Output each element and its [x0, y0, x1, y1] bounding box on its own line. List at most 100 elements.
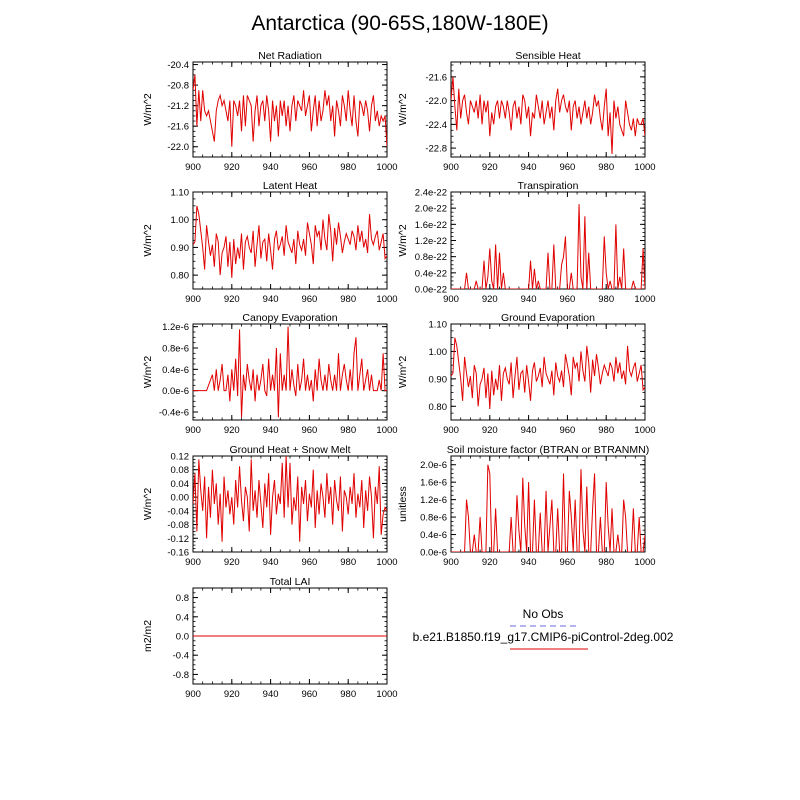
x-tick-label: 940 [263, 294, 279, 305]
series-line [451, 337, 645, 410]
y-tick-label: 0.8e-6 [420, 513, 447, 524]
y-tick-label: -21.6 [167, 122, 189, 133]
x-tick-label: 1000 [376, 294, 397, 305]
y-tick-label: 1.6e-6 [420, 478, 447, 489]
plot-frame [192, 61, 388, 158]
y-axis-label: W/m^2 [142, 356, 154, 389]
x-tick-label: 940 [263, 162, 279, 173]
panel-3: Latent Heat 900 920 940 960 980 1000 0.80 0.90 1.… [142, 180, 398, 305]
y-tick-label: -20.8 [167, 81, 189, 92]
y-tick-label: 0.0e-6 [162, 386, 189, 397]
panel-5: Canopy Evaporation 900 920 940 960 980 1000 -0.… [142, 312, 398, 436]
y-tick-label: 1.10 [171, 188, 190, 199]
y-tick-label: -21.2 [167, 101, 189, 112]
y-tick-label: 1.2e-6 [420, 495, 447, 506]
x-tick-label: 980 [340, 689, 356, 700]
y-tick-label: -22.0 [425, 96, 447, 107]
y-tick-label: 0.0 [176, 632, 189, 643]
panel-1: Net Radiation 900 920 940 960 980 1000 -20.4 -20… [142, 50, 398, 173]
x-tick-label: 920 [224, 294, 240, 305]
x-tick-label: 940 [521, 425, 537, 436]
y-tick-label: 0.4e-6 [162, 365, 189, 376]
x-tick-label: 980 [598, 162, 614, 173]
panel-title: Total LAI [270, 576, 311, 588]
y-tick-label: 2.4e-22 [415, 188, 447, 199]
x-tick-label: 940 [521, 162, 537, 173]
series-line [193, 326, 387, 418]
x-tick-label: 900 [443, 294, 459, 305]
y-tick-label: 0.4e-22 [415, 268, 447, 279]
x-tick-label: 940 [263, 425, 279, 436]
panels-group: Net Radiation 900 920 940 960 980 1000 -20.4 -20… [142, 50, 656, 700]
x-tick-label: 940 [521, 557, 537, 568]
x-tick-label: 960 [301, 557, 317, 568]
x-tick-label: 960 [559, 162, 575, 173]
panel-title: Ground Evaporation [501, 312, 595, 324]
y-tick-label: -0.4 [173, 651, 189, 662]
y-tick-label: -0.16 [167, 548, 189, 559]
y-tick-label: 0.4 [176, 612, 189, 623]
y-tick-label: 0.8 [176, 593, 189, 604]
x-tick-label: 1000 [634, 425, 655, 436]
panel-6: Ground Evaporation 900 920 940 960 980 1000 0.8… [397, 312, 656, 436]
y-tick-label: -0.8 [173, 670, 189, 681]
panel-title: Ground Heat + Snow Melt [229, 444, 350, 456]
x-tick-label: 980 [598, 425, 614, 436]
y-tick-label: 2.0e-6 [420, 460, 447, 471]
x-tick-label: 980 [598, 294, 614, 305]
series-line [193, 205, 387, 278]
x-tick-label: 980 [340, 294, 356, 305]
figure-title: Antarctica (90-65S,180W-180E) [251, 12, 548, 35]
y-tick-label: 0.90 [429, 374, 448, 385]
y-tick-label: 0.12 [171, 452, 190, 463]
y-axis-label: W/m^2 [142, 224, 154, 257]
y-tick-label: -0.12 [167, 534, 189, 545]
y-tick-label: -22.0 [167, 142, 189, 153]
x-tick-label: 920 [224, 425, 240, 436]
x-tick-label: 1000 [376, 557, 397, 568]
panel-title: Transpiration [518, 180, 579, 192]
x-tick-label: 920 [224, 557, 240, 568]
y-tick-label: -21.6 [425, 72, 447, 83]
y-axis-label: m2/m2 [142, 620, 154, 652]
x-tick-label: 980 [598, 557, 614, 568]
x-tick-label: 960 [301, 689, 317, 700]
panel-title: Canopy Evaporation [242, 312, 337, 324]
x-tick-label: 900 [185, 425, 201, 436]
x-tick-label: 900 [185, 557, 201, 568]
x-tick-label: 1000 [376, 162, 397, 173]
x-tick-label: 1000 [634, 557, 655, 568]
y-tick-label: 0.90 [171, 243, 190, 254]
y-tick-label: 0.80 [171, 271, 190, 282]
x-tick-label: 960 [301, 425, 317, 436]
y-tick-label: 0.80 [429, 402, 448, 413]
y-tick-label: -22.4 [425, 120, 447, 131]
series-line [451, 204, 645, 289]
plot-frame [192, 323, 388, 421]
x-tick-label: 900 [185, 294, 201, 305]
x-tick-label: 940 [263, 557, 279, 568]
y-tick-label: 1.6e-22 [415, 220, 447, 231]
y-tick-label: 1.00 [429, 347, 448, 358]
x-tick-label: 920 [482, 162, 498, 173]
y-axis-label: W/m^2 [397, 224, 409, 257]
x-tick-label: 1000 [376, 425, 397, 436]
y-tick-label: 0.8e-6 [162, 344, 189, 355]
panel-2: Sensible Heat 900 920 940 960 980 1000 -21.6 -22… [397, 50, 656, 173]
y-tick-label: 2.0e-22 [415, 204, 447, 215]
y-axis-label: W/m^2 [397, 93, 409, 126]
x-tick-label: 960 [559, 294, 575, 305]
y-tick-label: -20.4 [167, 60, 189, 71]
y-tick-label: -22.8 [425, 144, 447, 155]
x-tick-label: 920 [482, 425, 498, 436]
x-tick-label: 900 [185, 162, 201, 173]
x-tick-label: 940 [521, 294, 537, 305]
y-axis-label: unitless [397, 486, 409, 522]
x-tick-label: 920 [482, 557, 498, 568]
y-tick-label: 0.0e-6 [420, 548, 447, 559]
y-tick-label: -0.04 [167, 506, 189, 517]
panel-7: Ground Heat + Snow Melt 900 920 940 960 980 10… [142, 444, 398, 568]
x-tick-label: 900 [443, 425, 459, 436]
panel-title: Net Radiation [258, 50, 322, 62]
x-tick-label: 1000 [376, 689, 397, 700]
